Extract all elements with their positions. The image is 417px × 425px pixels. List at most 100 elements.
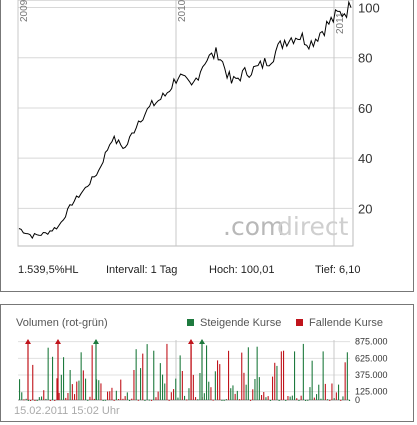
volume-bar [151, 399, 153, 401]
price-series-line [18, 0, 352, 240]
volume-y-tick-label: 625.000 [355, 353, 388, 363]
volume-bar [241, 352, 243, 400]
volume-bar [65, 397, 67, 400]
volume-bar [159, 363, 161, 400]
volume-bar [34, 400, 36, 401]
volume-bar [335, 392, 337, 400]
y-tick-label: 60 [358, 101, 372, 116]
volume-bar [192, 374, 194, 400]
volume-bar [45, 398, 47, 400]
volume-bar [256, 346, 258, 400]
volume-bar [129, 400, 131, 401]
overflow-arrow-icon [93, 339, 99, 344]
volume-bar [287, 396, 289, 400]
volume-bar [278, 400, 280, 401]
volume-bar [232, 385, 234, 400]
volume-bar [219, 364, 221, 400]
volume-bar [78, 380, 80, 400]
volume-bar [100, 383, 102, 400]
volume-bar [179, 355, 181, 400]
volume-bar [307, 399, 309, 401]
volume-bar [265, 397, 267, 400]
volume-bar [344, 362, 346, 400]
volume-bar [58, 392, 60, 400]
x-tick-label: 2010 [177, 0, 188, 22]
volume-bar [212, 399, 214, 401]
stat-performance: 1.539,5%HL [18, 264, 79, 276]
volume-bar [206, 345, 208, 400]
volume-bar [217, 360, 219, 400]
volume-bar [263, 392, 265, 400]
volume-bar [36, 400, 38, 401]
volume-bar [195, 397, 197, 400]
volume-bar [298, 400, 300, 401]
overflow-arrow-icon [25, 339, 31, 344]
volume-bar [289, 396, 291, 400]
volume-bar [225, 399, 227, 401]
volume-bar [38, 397, 40, 400]
volume-bar [186, 399, 188, 401]
volume-y-tick-label: 875.000 [355, 337, 388, 347]
volume-bar [349, 400, 351, 401]
y-tick-label: 40 [358, 151, 372, 166]
volume-bar [269, 400, 271, 401]
volume-bar [133, 370, 135, 400]
volume-bar [19, 379, 21, 400]
x-tick-label: 2009 [19, 0, 30, 22]
volume-bar [252, 389, 254, 400]
watermark-direct: direct [277, 212, 349, 241]
volume-y-tick-label: 375.000 [355, 370, 388, 380]
volume-bar [276, 365, 278, 400]
volume-bar [85, 378, 87, 400]
volume-bar [102, 400, 104, 401]
watermark-com: .com [223, 212, 284, 241]
volume-bar [89, 396, 91, 400]
volume-bar [21, 392, 23, 400]
volume-bar [214, 371, 216, 400]
volume-bar [329, 399, 331, 401]
volume-bar [27, 400, 29, 401]
volume-bar [311, 360, 313, 400]
volume-bar [164, 383, 166, 400]
stat-low: Tief: 6,10 [315, 264, 361, 276]
volume-chart-panel: Volumen (rot-grün) Steigende Kurse Falle… [0, 304, 414, 422]
volume-y-tick-label: 0 [355, 395, 360, 405]
volume-bar [208, 381, 210, 400]
volume-bar [170, 392, 172, 400]
volume-bar [98, 380, 100, 400]
volume-bar [56, 378, 58, 400]
volume-bar [32, 364, 34, 400]
volume-bar [157, 391, 159, 400]
volume-bar [43, 390, 45, 400]
legend-down-swatch [296, 319, 303, 326]
volume-bar [318, 384, 320, 400]
volume-bar [155, 397, 157, 400]
volume-bar [41, 396, 43, 400]
volume-bar [258, 377, 260, 400]
volume-bar [118, 399, 120, 400]
volume-bar [239, 399, 241, 401]
volume-bar [254, 379, 256, 400]
volume-bar [203, 393, 205, 400]
overflow-arrow-icon [55, 339, 61, 344]
volume-bar [111, 387, 113, 400]
volume-bar [74, 394, 76, 400]
overflow-arrow-icon [188, 339, 194, 344]
volume-bar [113, 399, 115, 401]
overflow-arrow-icon [199, 339, 205, 344]
volume-bar [142, 353, 144, 400]
volume-bar [331, 383, 333, 400]
legend-up-label: Steigende Kurse [200, 317, 281, 329]
volume-bar [342, 396, 344, 400]
volume-bar [309, 387, 311, 400]
volume-bar [320, 398, 322, 400]
volume-bar [148, 399, 150, 401]
volume-bar [181, 371, 183, 400]
volume-bar [210, 387, 212, 400]
y-tick-label: 20 [358, 201, 372, 216]
volume-bar [316, 394, 318, 400]
volume-bar [177, 397, 179, 400]
volume-bar [346, 352, 348, 400]
stat-interval: Intervall: 1 Tag [106, 264, 178, 276]
volume-bar [199, 373, 201, 400]
